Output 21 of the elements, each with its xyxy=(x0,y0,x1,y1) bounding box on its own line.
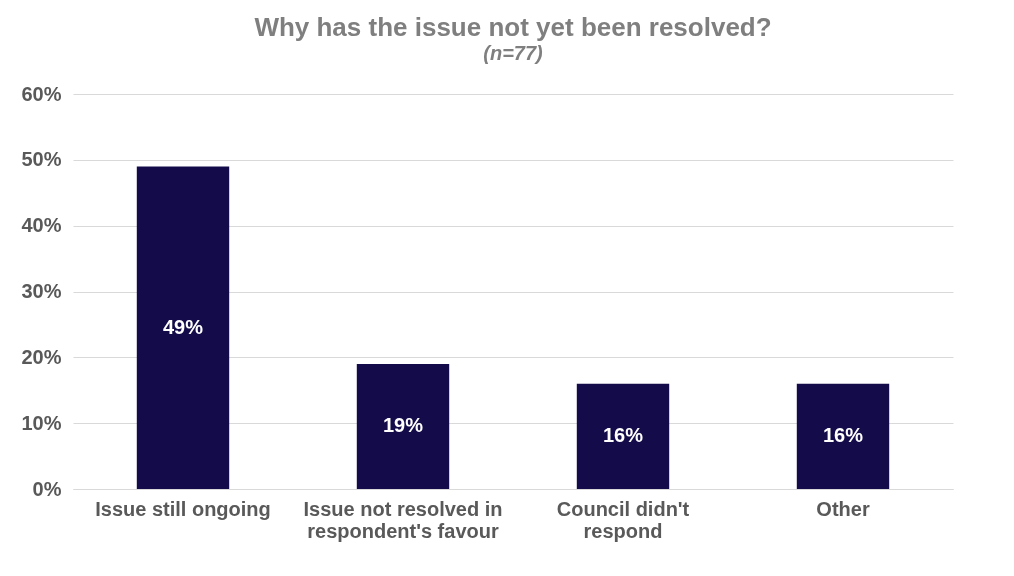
bar xyxy=(576,383,670,489)
bar xyxy=(136,166,230,489)
y-tick-label: 50% xyxy=(21,148,62,171)
y-tick-label: 0% xyxy=(32,477,62,500)
data-label: 16% xyxy=(602,424,644,447)
y-tick-label: 10% xyxy=(21,411,62,434)
data-label: 16% xyxy=(822,424,864,447)
chart-title: Why has the issue not yet been resolved? xyxy=(254,12,772,42)
x-tick-label: Issue not resolved in respondent's favour xyxy=(303,497,503,542)
x-tick-label: Issue still ongoing xyxy=(95,497,271,520)
y-tick-label: 60% xyxy=(21,82,62,105)
y-tick-label: 20% xyxy=(21,345,62,368)
x-tick-label: Other xyxy=(816,497,870,520)
y-tick-label: 30% xyxy=(21,280,62,302)
chart-subtitle: (n=77) xyxy=(483,42,544,64)
data-label: 49% xyxy=(162,315,204,338)
bar xyxy=(356,363,450,489)
x-tick-label: Council didn't respond xyxy=(556,497,690,542)
data-label: 19% xyxy=(382,414,424,437)
y-tick-label: 40% xyxy=(21,214,62,237)
bar xyxy=(796,383,890,489)
